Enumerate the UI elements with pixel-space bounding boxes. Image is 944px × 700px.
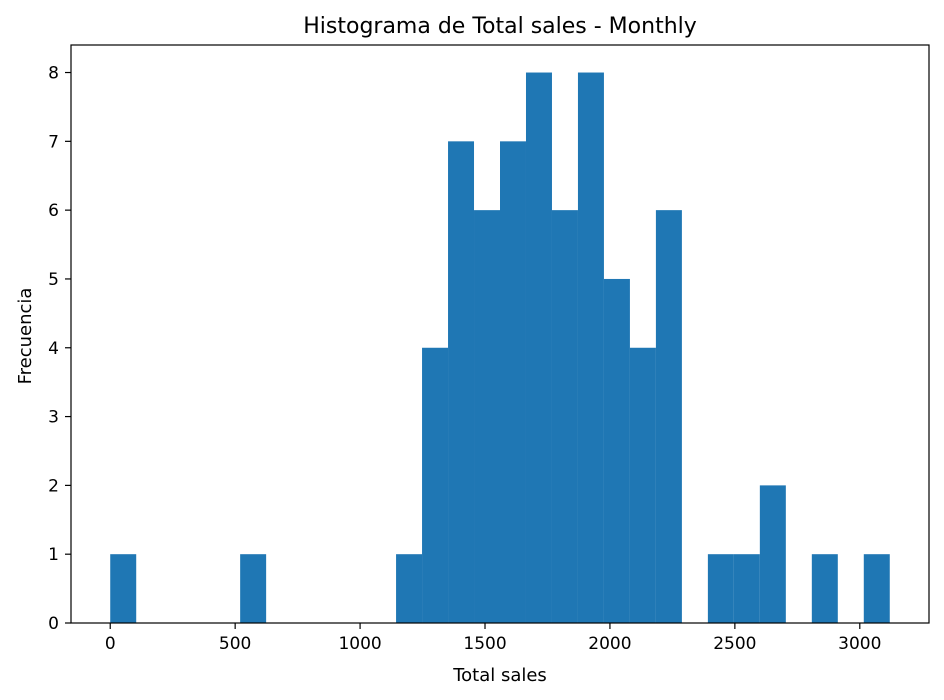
x-tick-label-6: 3000 (838, 634, 881, 654)
y-tick-label-6: 6 (48, 201, 59, 221)
histogram-bar-12 (422, 347, 449, 623)
y-tick-label-0: 0 (48, 614, 59, 634)
histogram-bar-13 (448, 141, 475, 624)
histogram-bar-15 (500, 141, 526, 624)
histogram-bar-14 (474, 210, 500, 623)
histogram-bar-18 (577, 72, 604, 624)
x-axis-ticks: 0 500 1000 1500 2000 2500 3000 (105, 623, 881, 654)
x-tick-label-4: 2000 (588, 634, 631, 654)
y-tick-label-4: 4 (48, 339, 59, 359)
y-axis-ticks: 0 1 2 3 4 5 6 7 8 (48, 64, 71, 634)
histogram-bar-27 (811, 554, 838, 623)
histogram-bar-19 (603, 278, 630, 623)
histogram-bar-21 (655, 210, 682, 623)
histogram-bar-20 (629, 347, 656, 623)
x-tick-label-3: 1500 (463, 634, 506, 654)
y-tick-label-1: 1 (48, 545, 59, 565)
histogram-bar-0 (110, 554, 137, 623)
x-tick-label-1: 500 (219, 634, 251, 654)
histogram-bars (110, 72, 890, 624)
y-tick-label-2: 2 (48, 476, 59, 496)
histogram-bar-17 (551, 210, 578, 623)
histogram-bar-23 (707, 554, 734, 623)
y-tick-label-5: 5 (48, 270, 59, 290)
histogram-bar-25 (759, 485, 786, 623)
plot-area-frame (70, 44, 930, 624)
histogram-bar-16 (525, 72, 552, 624)
histogram-bar-11 (396, 554, 423, 623)
x-tick-label-0: 0 (105, 634, 116, 654)
y-tick-label-3: 3 (48, 408, 59, 428)
x-tick-label-5: 2500 (713, 634, 756, 654)
histogram-bar-5 (240, 554, 267, 623)
y-axis-title: Frecuencia (15, 288, 36, 385)
x-tick-label-2: 1000 (338, 634, 381, 654)
y-tick-label-8: 8 (48, 64, 59, 84)
y-tick-label-7: 7 (48, 132, 59, 152)
histogram-bar-29 (863, 554, 890, 623)
chart-title: Histograma de Total sales - Monthly (303, 14, 697, 39)
x-axis-title: Total sales (452, 665, 547, 686)
histogram-bar-24 (733, 554, 760, 623)
